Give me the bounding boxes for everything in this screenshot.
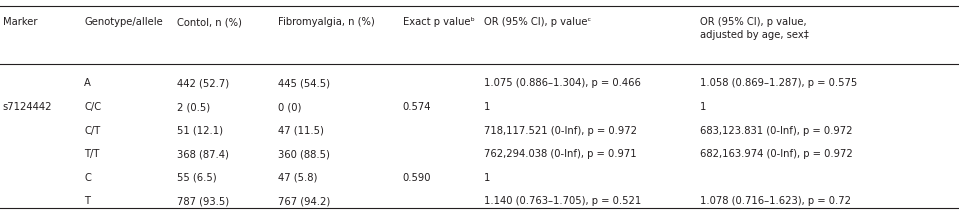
Text: 47 (5.8): 47 (5.8)	[278, 173, 317, 183]
Text: T/T: T/T	[84, 149, 100, 159]
Text: 1: 1	[484, 173, 491, 183]
Text: 1: 1	[484, 102, 491, 112]
Text: 445 (54.5): 445 (54.5)	[278, 79, 330, 88]
Text: Genotype/allele: Genotype/allele	[84, 17, 163, 27]
Text: 0.574: 0.574	[403, 102, 432, 112]
Text: 360 (88.5): 360 (88.5)	[278, 149, 330, 159]
Text: 718,117.521 (0-Inf), p = 0.972: 718,117.521 (0-Inf), p = 0.972	[484, 126, 638, 135]
Text: 47 (11.5): 47 (11.5)	[278, 126, 324, 135]
Text: 0 (0): 0 (0)	[278, 102, 301, 112]
Text: C: C	[84, 173, 91, 183]
Text: 368 (87.4): 368 (87.4)	[177, 149, 229, 159]
Text: 1.078 (0.716–1.623), p = 0.72: 1.078 (0.716–1.623), p = 0.72	[700, 196, 851, 206]
Text: 683,123.831 (0-Inf), p = 0.972: 683,123.831 (0-Inf), p = 0.972	[700, 126, 853, 135]
Text: 682,163.974 (0-Inf), p = 0.972: 682,163.974 (0-Inf), p = 0.972	[700, 149, 853, 159]
Text: 787 (93.5): 787 (93.5)	[177, 196, 229, 206]
Text: Contol, n (%): Contol, n (%)	[177, 17, 243, 27]
Text: 767 (94.2): 767 (94.2)	[278, 196, 330, 206]
Text: 51 (12.1): 51 (12.1)	[177, 126, 223, 135]
Text: OR (95% CI), p value,
adjusted by age, sex‡: OR (95% CI), p value, adjusted by age, s…	[700, 17, 809, 40]
Text: 1.140 (0.763–1.705), p = 0.521: 1.140 (0.763–1.705), p = 0.521	[484, 196, 642, 206]
Text: 55 (6.5): 55 (6.5)	[177, 173, 217, 183]
Text: T: T	[84, 196, 90, 206]
Text: 2 (0.5): 2 (0.5)	[177, 102, 211, 112]
Text: OR (95% CI), p valueᶜ: OR (95% CI), p valueᶜ	[484, 17, 592, 27]
Text: 1.075 (0.886–1.304), p = 0.466: 1.075 (0.886–1.304), p = 0.466	[484, 79, 642, 88]
Text: C/T: C/T	[84, 126, 101, 135]
Text: A: A	[84, 79, 91, 88]
Text: Fibromyalgia, n (%): Fibromyalgia, n (%)	[278, 17, 375, 27]
Text: 0.590: 0.590	[403, 173, 432, 183]
Text: 1.058 (0.869–1.287), p = 0.575: 1.058 (0.869–1.287), p = 0.575	[700, 79, 857, 88]
Text: Exact p valueᵇ: Exact p valueᵇ	[403, 17, 475, 27]
Text: Marker: Marker	[3, 17, 37, 27]
Text: 1: 1	[700, 102, 707, 112]
Text: s7124442: s7124442	[3, 102, 53, 112]
Text: C/C: C/C	[84, 102, 102, 112]
Text: 762,294.038 (0-Inf), p = 0.971: 762,294.038 (0-Inf), p = 0.971	[484, 149, 637, 159]
Text: 442 (52.7): 442 (52.7)	[177, 79, 229, 88]
